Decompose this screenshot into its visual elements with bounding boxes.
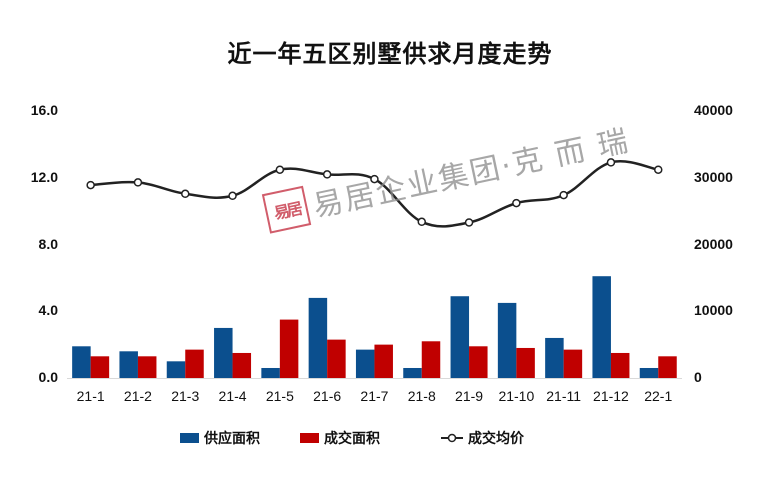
x-axis-label: 21-1: [76, 388, 105, 404]
legend-item-deal: 成交面积: [300, 428, 380, 448]
x-axis-label: 21-3: [171, 388, 200, 404]
supply-bar: [592, 276, 611, 378]
price-marker: [370, 174, 379, 184]
supply-bar: [639, 367, 659, 378]
x-axis-label: 21-4: [218, 388, 247, 404]
legend-item-price: 成交均价: [440, 428, 524, 448]
legend-label: 成交面积: [324, 431, 380, 447]
x-axis-label: 21-11: [546, 388, 582, 404]
legend-label: 供应面积: [204, 431, 260, 447]
legend-swatch-deal: [300, 433, 319, 443]
left-axis-tick: 4.0: [38, 302, 58, 318]
line-marker-icon: [441, 433, 463, 443]
supply-bar: [355, 349, 375, 378]
deal-bar: [658, 356, 677, 378]
legend-item-supply: 供应面积: [180, 428, 260, 448]
legend: 供应面积 成交面积 成交均价: [0, 428, 780, 452]
supply-bar: [545, 337, 564, 378]
deal-bar: [563, 349, 583, 378]
x-axis-label: 21-9: [455, 388, 484, 404]
price-marker: [133, 178, 143, 187]
left-axis-tick: 0.0: [38, 369, 58, 385]
price-marker: [654, 165, 663, 174]
left-axis-tick: 16.0: [30, 102, 58, 118]
deal-bar: [137, 356, 157, 378]
left-axis-tick: 8.0: [38, 236, 58, 252]
supply-bar: [261, 367, 280, 378]
deal-bar: [516, 347, 535, 378]
right-axis-tick: 30000: [694, 169, 733, 185]
x-axis-label: 21-5: [265, 388, 294, 404]
deal-bar: [610, 352, 630, 378]
supply-bar: [308, 297, 328, 378]
supply-bar: [72, 346, 91, 378]
price-marker: [181, 189, 190, 199]
deal-bar: [421, 341, 441, 378]
price-marker: [275, 165, 285, 174]
price-marker: [417, 217, 426, 227]
price-marker: [464, 218, 474, 227]
deal-bar: [185, 349, 204, 378]
bar-series: [72, 276, 677, 378]
price-marker: [606, 158, 616, 167]
supply-bar: [497, 302, 517, 378]
legend-swatch-supply: [180, 433, 199, 443]
supply-bar: [403, 367, 422, 378]
left-axis-tick: 12.0: [30, 169, 58, 185]
x-axis-label: 21-7: [360, 388, 389, 404]
price-marker: [228, 191, 237, 201]
supply-bar: [119, 351, 138, 378]
deal-bar: [279, 319, 299, 378]
right-axis-tick: 20000: [694, 236, 733, 252]
x-axis-label: 21-10: [498, 388, 535, 404]
deal-bar: [232, 352, 252, 378]
legend-label: 成交均价: [468, 431, 524, 447]
x-axis-label: 21-12: [593, 388, 629, 404]
deal-bar: [374, 344, 393, 378]
price-marker: [512, 198, 521, 208]
supply-bar: [450, 296, 470, 378]
supply-bar: [214, 327, 233, 378]
watermark-seal: 易居: [261, 185, 312, 234]
price-marker: [322, 170, 332, 179]
right-axis-tick: 10000: [694, 302, 733, 318]
deal-bar: [469, 346, 488, 378]
chart-title: 近一年五区别墅供求月度走势: [227, 40, 553, 68]
price-marker: [86, 180, 95, 190]
supply-bar: [166, 361, 186, 378]
x-axis-label: 21-2: [123, 388, 152, 404]
x-axis-label: 21-8: [407, 388, 436, 404]
right-axis-tick: 40000: [694, 102, 733, 118]
deal-bar: [327, 339, 346, 378]
price-marker: [559, 190, 568, 200]
deal-bar: [90, 356, 110, 378]
x-axis-label: 22-1: [644, 388, 673, 404]
x-axis-label: 21-6: [313, 388, 342, 404]
price-markers: [86, 158, 663, 227]
right-axis-tick: 0: [694, 369, 702, 385]
